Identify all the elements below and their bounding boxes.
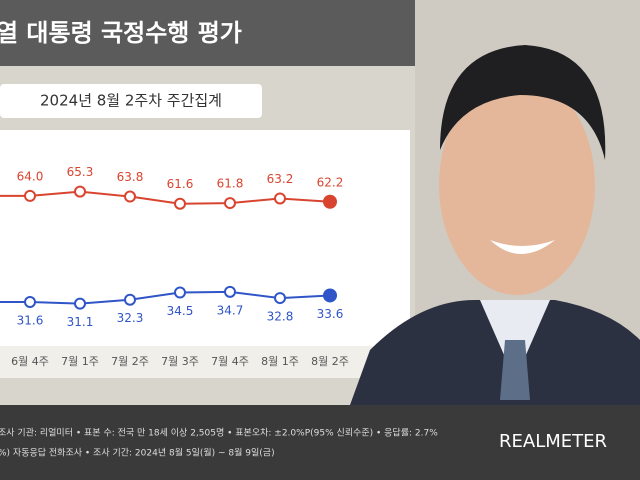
data-point [74, 297, 86, 310]
x-tick-label: 6월 4주 [11, 355, 49, 368]
chart-subtitle: 2024년 8월 2주차 주간집계 [40, 92, 222, 110]
data-label: 62.2 [317, 175, 344, 189]
data-label: 31.6 [17, 314, 44, 328]
plot-area [0, 130, 410, 346]
x-tick-label: 7월 4주 [211, 355, 249, 368]
logo: REALMETER [499, 431, 607, 452]
subtitle-box [0, 84, 262, 118]
data-point [124, 190, 136, 203]
x-tick-label: 8월 1주 [261, 355, 299, 368]
data-point [174, 286, 186, 299]
data-point [124, 293, 136, 306]
data-label: 32.3 [117, 311, 144, 325]
x-tick-label: 8월 2주 [311, 355, 349, 368]
x-tick-label: 7월 3주 [161, 355, 199, 368]
x-axis-band [0, 346, 410, 378]
series-line [0, 190, 331, 205]
data-label: 64.0 [17, 169, 44, 183]
footer-bar [0, 405, 640, 480]
data-point [74, 185, 86, 198]
data-point [24, 189, 36, 202]
data-point [323, 288, 337, 303]
data-point [174, 197, 186, 210]
series-line [0, 290, 331, 305]
data-point [24, 296, 36, 308]
data-label: 61.6 [167, 177, 194, 191]
footer-note: 조사 기관: 리얼미터 • 표본 수: 전국 만 18세 이상 2,505명 •… [0, 427, 438, 439]
title-bar [0, 0, 415, 66]
data-point [224, 285, 236, 298]
data-point [323, 194, 337, 209]
portrait [350, 0, 640, 405]
data-label: 33.6 [317, 307, 344, 321]
x-tick-label: 7월 1주 [61, 355, 99, 368]
data-point [274, 292, 286, 305]
data-label: 63.2 [267, 172, 294, 186]
data-point [224, 197, 236, 210]
data-label: 61.8 [217, 177, 244, 191]
data-label: 34.5 [167, 304, 194, 318]
x-tick-label: 7월 2주 [111, 355, 149, 368]
chart-title: 열 대통령 국정수행 평가 [0, 19, 242, 47]
footer-note: %) 자동응답 전화조사 • 조사 기간: 2024년 8월 5일(월) ~ 8… [0, 447, 275, 459]
data-point [274, 192, 286, 205]
data-label: 65.3 [67, 165, 94, 179]
data-label: 31.1 [67, 315, 94, 329]
data-label: 32.8 [267, 310, 294, 324]
data-label: 63.8 [117, 170, 144, 184]
data-label: 34.7 [217, 303, 244, 317]
